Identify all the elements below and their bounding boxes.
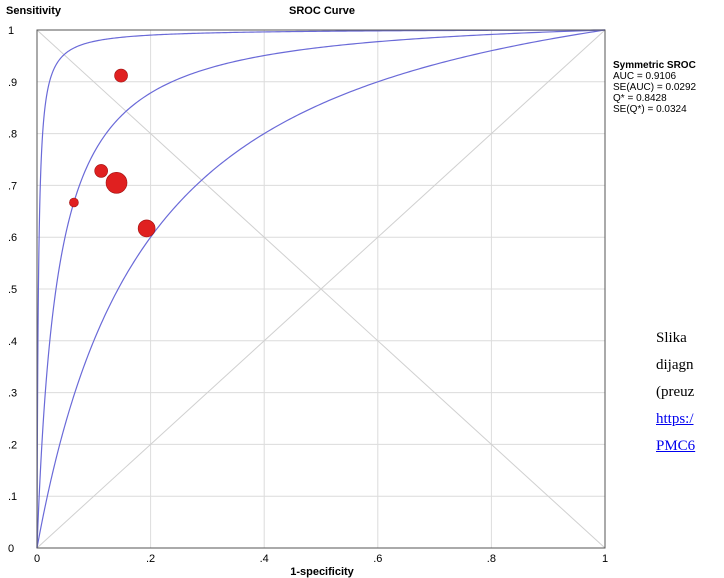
x-tick-label: 1 bbox=[602, 553, 608, 565]
stat-se-auc: SE(AUC) = 0.0292 bbox=[613, 82, 697, 93]
study-point bbox=[105, 172, 128, 194]
y-tick-label: 1 bbox=[8, 25, 14, 37]
grid bbox=[36, 29, 606, 549]
y-tick-label: .4 bbox=[8, 336, 17, 348]
stats-box: Symmetric SROC AUC = 0.9106 SE(AUC) = 0.… bbox=[613, 60, 697, 115]
caption-link[interactable]: PMC6 bbox=[656, 438, 696, 454]
sroc-curve-sroc bbox=[36, 29, 606, 549]
y-axis-label: Sensitivity bbox=[6, 5, 62, 17]
caption-line: Slika bbox=[656, 330, 687, 346]
y-tick-label: .3 bbox=[8, 388, 17, 400]
sroc-curves bbox=[36, 29, 606, 549]
x-tick-label: .4 bbox=[260, 553, 269, 565]
y-tick-label: .7 bbox=[8, 180, 17, 192]
study-point bbox=[94, 164, 108, 178]
x-tick-label: .8 bbox=[487, 553, 496, 565]
study-point bbox=[137, 219, 156, 238]
study-point bbox=[69, 197, 79, 208]
caption-link[interactable]: https:/ bbox=[656, 411, 694, 427]
figure-caption: Slika dijagn (preuz https:/ PMC6 bbox=[656, 325, 724, 460]
stat-se-q: SE(Q*) = 0.0324 bbox=[613, 104, 687, 115]
tick-labels: 0 .2 .4 .6 .8 1 0 .1 .2 .3 .4 .5 .6 .7 .8 .9 1 bbox=[8, 25, 608, 565]
x-tick-label: 0 bbox=[34, 553, 40, 565]
stat-q: Q* = 0.8428 bbox=[613, 93, 667, 104]
sroc-curve-lower bbox=[36, 29, 606, 549]
x-tick-label: .6 bbox=[373, 553, 382, 565]
sroc-curve-upper bbox=[36, 29, 606, 549]
y-tick-label: .1 bbox=[8, 491, 17, 503]
plot-frame bbox=[36, 29, 606, 549]
y-tick-label: .8 bbox=[8, 129, 17, 141]
stat-auc: AUC = 0.9106 bbox=[613, 71, 677, 82]
y-tick-label: .9 bbox=[8, 77, 17, 89]
x-axis-label: 1-specificity bbox=[290, 566, 354, 578]
study-point bbox=[114, 68, 128, 83]
caption-line: dijagn bbox=[656, 357, 694, 373]
y-tick-label: .5 bbox=[8, 284, 17, 296]
diagonal-reference-line bbox=[36, 29, 606, 549]
x-tick-label: .2 bbox=[146, 553, 155, 565]
study-points bbox=[69, 68, 156, 238]
y-tick-label: .6 bbox=[8, 232, 17, 244]
stats-heading: Symmetric SROC bbox=[613, 60, 696, 71]
y-tick-label: 0 bbox=[8, 543, 14, 555]
chart-title: SROC Curve bbox=[289, 5, 355, 17]
y-tick-label: .2 bbox=[8, 439, 17, 451]
caption-line: (preuz bbox=[656, 384, 695, 400]
